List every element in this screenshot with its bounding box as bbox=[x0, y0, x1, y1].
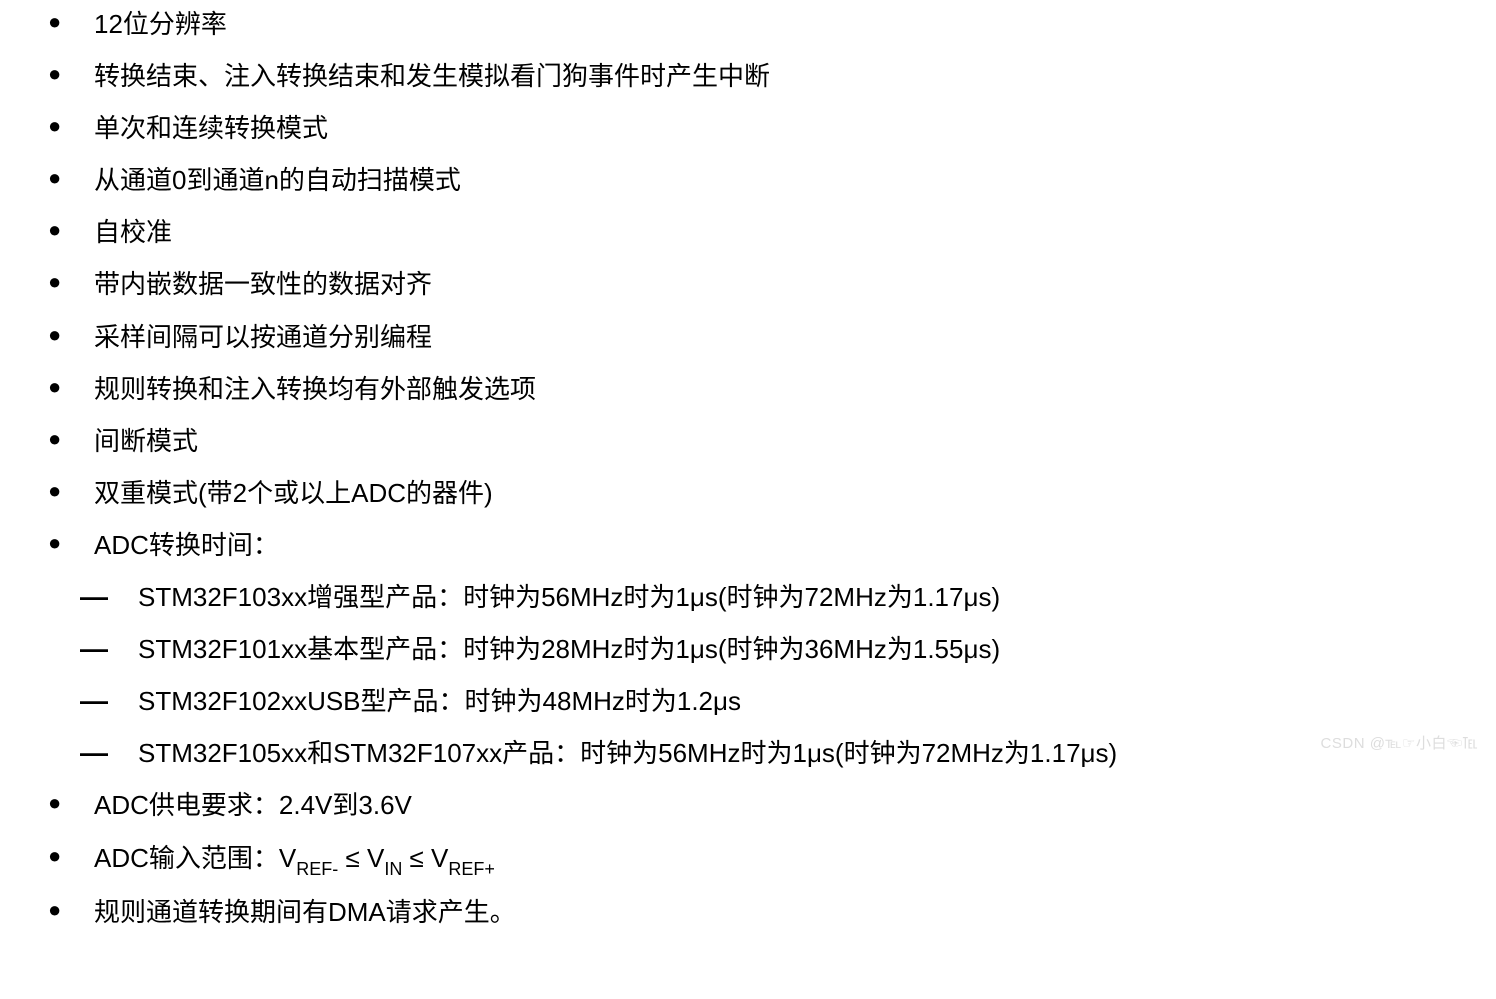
subscript-ref-plus: REF+ bbox=[448, 859, 495, 879]
list-item-dma: 规则通道转换期间有DMA请求产生。 bbox=[48, 888, 1476, 936]
range-text: ADC输入范围：V bbox=[94, 843, 296, 873]
subscript-ref-minus: REF- bbox=[296, 859, 338, 879]
list-item: 间断模式 bbox=[48, 417, 1476, 465]
list-item-supply: ADC供电要求：2.4V到3.6V bbox=[48, 781, 1476, 829]
range-text: ≤ V bbox=[402, 843, 448, 873]
list-item-input-range: ADC输入范围：VREF- ≤ VIN ≤ VREF+ bbox=[48, 834, 1476, 884]
sub-list-item: STM32F105xx和STM32F107xx产品：时钟为56MHz时为1μs(… bbox=[80, 729, 1476, 777]
list-item: 规则转换和注入转换均有外部触发选项 bbox=[48, 365, 1476, 413]
subscript-in: IN bbox=[384, 859, 402, 879]
list-item: 转换结束、注入转换结束和发生模拟看门狗事件时产生中断 bbox=[48, 52, 1476, 100]
list-item: 单次和连续转换模式 bbox=[48, 104, 1476, 152]
list-item: 从通道0到通道n的自动扫描模式 bbox=[48, 156, 1476, 204]
range-text: ≤ V bbox=[338, 843, 384, 873]
list-item: 自校准 bbox=[48, 208, 1476, 256]
sub-list-item: STM32F102xxUSB型产品：时钟为48MHz时为1.2μs bbox=[80, 677, 1476, 725]
list-item: 采样间隔可以按通道分别编程 bbox=[48, 313, 1476, 361]
sub-list-item: STM32F101xx基本型产品：时钟为28MHz时为1μs(时钟为36MHz为… bbox=[80, 625, 1476, 673]
list-item: 12位分辨率 bbox=[48, 0, 1476, 48]
sub-list-item: STM32F103xx增强型产品：时钟为56MHz时为1μs(时钟为72MHz为… bbox=[80, 573, 1476, 621]
feature-list-continued: ADC供电要求：2.4V到3.6V ADC输入范围：VREF- ≤ VIN ≤ … bbox=[20, 781, 1476, 936]
feature-list: 12位分辨率 转换结束、注入转换结束和发生模拟看门狗事件时产生中断 单次和连续转… bbox=[20, 0, 1476, 569]
list-item: ADC转换时间： bbox=[48, 521, 1476, 569]
list-item: 带内嵌数据一致性的数据对齐 bbox=[48, 260, 1476, 308]
list-item: 双重模式(带2个或以上ADC的器件) bbox=[48, 469, 1476, 517]
conversion-time-sublist: STM32F103xx增强型产品：时钟为56MHz时为1μs(时钟为72MHz为… bbox=[20, 573, 1476, 777]
